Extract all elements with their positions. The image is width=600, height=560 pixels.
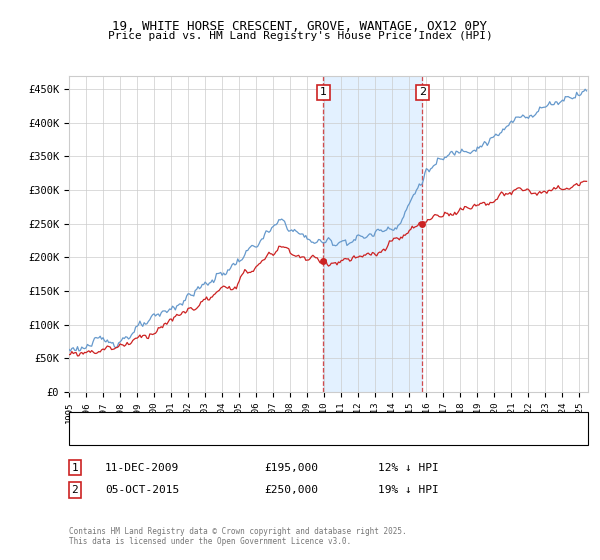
Text: 19% ↓ HPI: 19% ↓ HPI [378,485,439,495]
Text: HPI: Average price, semi-detached house, Vale of White Horse: HPI: Average price, semi-detached house,… [108,432,431,441]
Text: 2: 2 [419,87,426,97]
Text: ———: ——— [78,413,101,427]
Text: 1: 1 [71,463,79,473]
Text: Contains HM Land Registry data © Crown copyright and database right 2025.
This d: Contains HM Land Registry data © Crown c… [69,526,407,546]
Text: 19, WHITE HORSE CRESCENT, GROVE, WANTAGE, OX12 0PY (semi-detached house): 19, WHITE HORSE CRESCENT, GROVE, WANTAGE… [108,416,495,424]
Text: 2: 2 [71,485,79,495]
Text: £195,000: £195,000 [264,463,318,473]
Text: 19, WHITE HORSE CRESCENT, GROVE, WANTAGE, OX12 0PY: 19, WHITE HORSE CRESCENT, GROVE, WANTAGE… [113,20,487,32]
Text: £250,000: £250,000 [264,485,318,495]
Text: 11-DEC-2009: 11-DEC-2009 [105,463,179,473]
Text: 1: 1 [320,87,327,97]
Text: 05-OCT-2015: 05-OCT-2015 [105,485,179,495]
Text: 12% ↓ HPI: 12% ↓ HPI [378,463,439,473]
Text: ———: ——— [78,430,101,444]
Bar [323,76,422,392]
Text: Price paid vs. HM Land Registry's House Price Index (HPI): Price paid vs. HM Land Registry's House … [107,31,493,41]
